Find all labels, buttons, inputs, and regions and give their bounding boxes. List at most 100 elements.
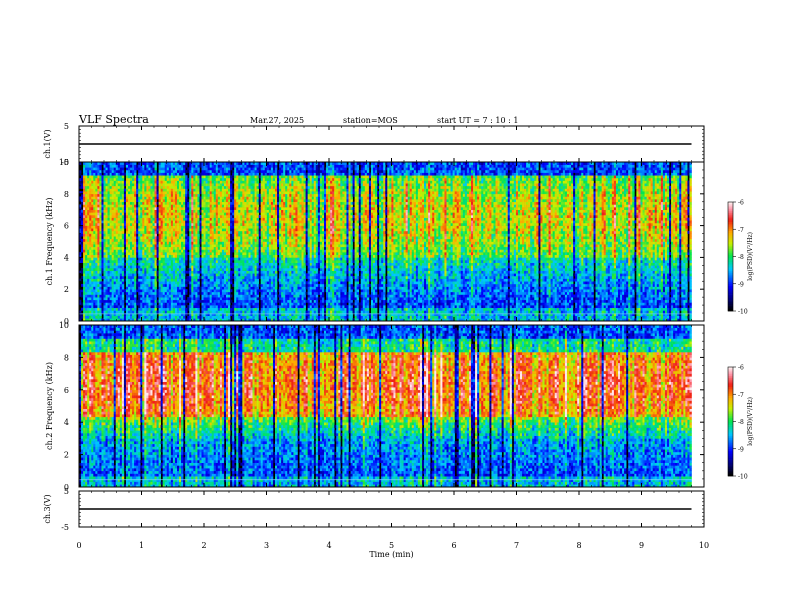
spectrogram-cell xyxy=(87,249,89,252)
spectrogram-cell xyxy=(81,202,83,205)
spectrogram-cell xyxy=(99,273,101,276)
spectrogram-cell xyxy=(95,252,97,255)
spectrogram-cell xyxy=(104,204,106,207)
spectrogram-cell xyxy=(93,199,95,202)
spectrogram-cell xyxy=(104,167,106,170)
spectrogram-cell xyxy=(85,189,87,192)
spectrogram-cell xyxy=(81,218,83,221)
spectrogram-cell xyxy=(97,260,99,263)
spectrogram-cell xyxy=(93,207,95,210)
spectrogram-cell xyxy=(99,300,101,303)
spectrogram-cell xyxy=(106,244,108,247)
spectrogram-cell xyxy=(91,295,93,298)
spectrogram-cell xyxy=(99,265,101,268)
spectrogram-cell xyxy=(95,223,97,226)
spectrogram-cell xyxy=(97,170,99,173)
spectrogram-cell xyxy=(83,210,85,213)
spectrogram-cell xyxy=(95,226,97,229)
spectrogram-cell xyxy=(106,228,108,231)
spectrogram-cell xyxy=(95,273,97,276)
spectrogram-cell xyxy=(83,215,85,218)
spectrogram-cell xyxy=(104,194,106,197)
spectrogram-cell xyxy=(91,284,93,287)
spectrogram-cell xyxy=(85,284,87,287)
spectrogram-cell xyxy=(87,215,89,218)
spectrogram-cell xyxy=(106,191,108,194)
spectrogram-cell xyxy=(99,260,101,263)
spectrogram-cell xyxy=(87,207,89,210)
spectrogram-cell xyxy=(81,292,83,295)
spectrogram-cell xyxy=(95,244,97,247)
spectrogram-cell xyxy=(81,228,83,231)
spectrogram-cell xyxy=(83,281,85,284)
spectrogram-cell xyxy=(101,191,103,194)
spectrogram-cell xyxy=(81,316,83,319)
spectrogram-cell xyxy=(97,189,99,192)
spectrogram-cell xyxy=(106,226,108,229)
spectrogram-cell xyxy=(101,284,103,287)
spectrogram-cell xyxy=(89,273,91,276)
spectrogram-cell xyxy=(104,218,106,221)
spectrogram-cell xyxy=(85,308,87,311)
spectrogram-cell xyxy=(104,199,106,202)
spectrogram-cell xyxy=(85,236,87,239)
spectrogram-cell xyxy=(89,302,91,305)
spectrogram-cell xyxy=(87,220,89,223)
spectrogram-cell xyxy=(93,210,95,213)
spectrogram-cell xyxy=(106,170,108,173)
spectrogram-cell xyxy=(101,297,103,300)
spectrogram-cell xyxy=(85,292,87,295)
spectrogram-cell xyxy=(104,308,106,311)
spectrogram-cell xyxy=(83,295,85,298)
spectrogram-cell xyxy=(97,207,99,210)
spectrogram-cell xyxy=(97,295,99,298)
spectrogram-cell xyxy=(91,279,93,282)
spectrogram-cell xyxy=(97,308,99,311)
spectrogram-cell xyxy=(106,231,108,234)
spectrogram-cell xyxy=(101,220,103,223)
spectrogram-cell xyxy=(99,199,101,202)
spectrogram-cell xyxy=(85,252,87,255)
spectrogram-cell xyxy=(95,292,97,295)
spectrogram-cell xyxy=(97,276,99,279)
spectrogram-cell xyxy=(93,220,95,223)
spectrogram-cell xyxy=(89,292,91,295)
spectrogram-cell xyxy=(83,268,85,271)
spectrogram-cell xyxy=(85,242,87,245)
spectrogram-cell xyxy=(108,295,110,298)
spectrogram-cell xyxy=(83,276,85,279)
spectrogram-cell xyxy=(91,297,93,300)
spectrogram-cell xyxy=(101,218,103,221)
spectrogram-cell xyxy=(104,212,106,215)
spectrogram-cell xyxy=(99,263,101,266)
spectrogram-cell xyxy=(87,244,89,247)
spectrogram-cell xyxy=(85,165,87,168)
spectrogram-cell xyxy=(99,186,101,189)
spectrogram-cell xyxy=(87,289,89,292)
spectrogram-cell xyxy=(101,194,103,197)
spectrogram-cell xyxy=(106,167,108,170)
spectrogram-cell xyxy=(93,242,95,245)
spectrogram-cell xyxy=(93,287,95,290)
spectrogram-cell xyxy=(99,276,101,279)
spectrogram-cell xyxy=(91,191,93,194)
spectrogram-cell xyxy=(101,215,103,218)
spectrogram-cell xyxy=(83,204,85,207)
spectrogram-cell xyxy=(95,202,97,205)
spectrogram-cell xyxy=(95,210,97,213)
spectrogram-cell xyxy=(95,165,97,168)
spectrogram-cell xyxy=(85,210,87,213)
spectrogram-cell xyxy=(106,181,108,184)
spectrogram-cell xyxy=(95,186,97,189)
spectrogram-cell xyxy=(99,231,101,234)
spectrogram-cell xyxy=(85,218,87,221)
spectrogram-cell xyxy=(89,202,91,205)
spectrogram-cell xyxy=(87,300,89,303)
spectrogram-cell xyxy=(97,244,99,247)
spectrogram-cell xyxy=(104,186,106,189)
spectrogram-cell xyxy=(99,305,101,308)
spectrogram-cell xyxy=(93,276,95,279)
spectrogram-cell xyxy=(87,178,89,181)
spectrogram-cell xyxy=(106,199,108,202)
spectrogram-cell xyxy=(85,316,87,319)
